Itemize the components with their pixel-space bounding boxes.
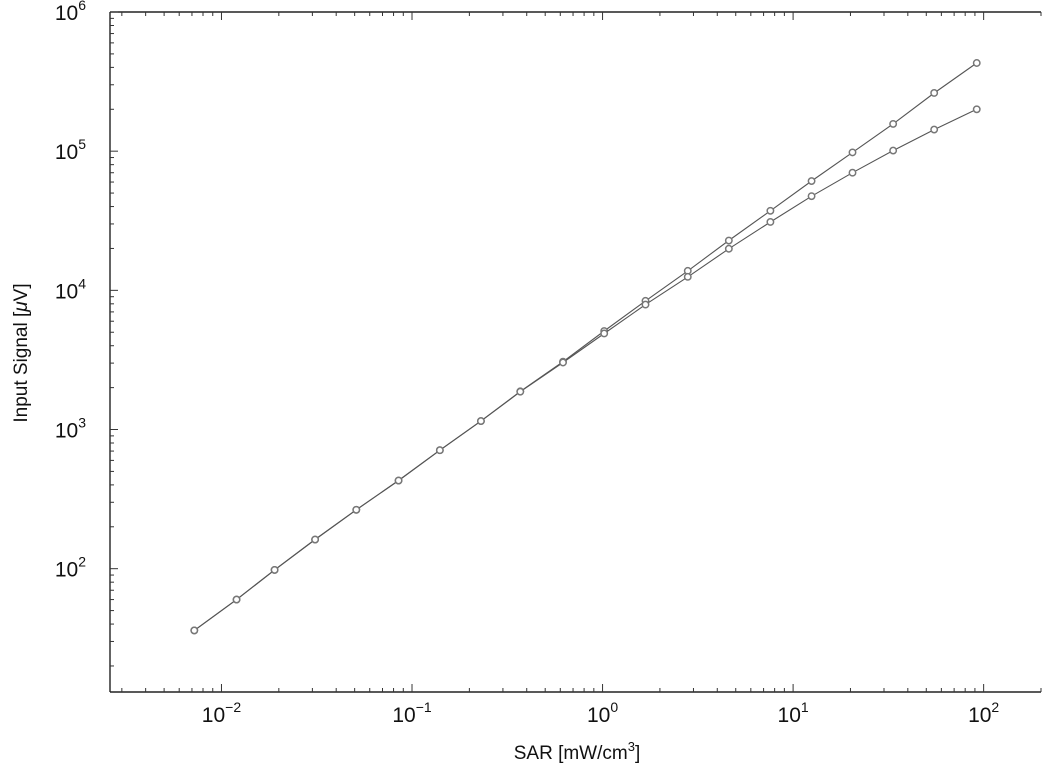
data-point: [270, 565, 279, 574]
data-point: [641, 300, 650, 309]
y-axis-label: Input Signal [μV]: [11, 283, 32, 422]
x-tick-label: 101: [778, 699, 809, 727]
y-tick-label: 102: [55, 554, 86, 582]
data-point: [766, 218, 775, 226]
x-tick-label: 102: [968, 699, 999, 727]
data-point: [766, 206, 775, 215]
data-point: [889, 146, 898, 155]
data-point: [476, 417, 485, 426]
x-tick-label: 10−1: [392, 699, 432, 727]
data-point: [435, 446, 444, 455]
data-point: [848, 148, 857, 157]
tick-labels: 10−2 10−1 100 101 102 102 103 104 105 106: [55, 0, 1000, 727]
data-point: [559, 358, 567, 367]
series-2: [190, 105, 981, 635]
data-point: [848, 168, 857, 177]
data-point: [600, 329, 609, 338]
data-point: [807, 177, 816, 185]
data-point: [352, 505, 361, 514]
data-point: [724, 236, 733, 245]
data-point: [889, 119, 898, 128]
data-point: [807, 192, 816, 201]
x-tick-label: 10−2: [202, 699, 242, 727]
y-tick-label: 106: [55, 0, 86, 25]
data-point: [232, 595, 241, 604]
data-point: [516, 387, 525, 396]
series-layer: [190, 59, 981, 635]
data-point: [930, 125, 939, 134]
data-point: [972, 59, 981, 67]
data-point: [724, 244, 733, 253]
x-tick-label: 100: [587, 699, 618, 727]
data-point: [394, 476, 403, 485]
data-point: [190, 626, 199, 635]
y-tick-label: 104: [55, 275, 86, 303]
y-tick-label: 105: [55, 136, 86, 164]
x-axis-label: SAR [mW/cm3]: [514, 739, 641, 764]
data-point: [683, 272, 692, 281]
data-point: [972, 105, 981, 114]
y-tick-label: 103: [55, 415, 86, 443]
data-point: [311, 535, 320, 544]
axis-ticks: [110, 11, 1042, 692]
data-point: [930, 89, 939, 97]
plot-axes: [109, 11, 1041, 693]
series-line: [193, 108, 977, 631]
